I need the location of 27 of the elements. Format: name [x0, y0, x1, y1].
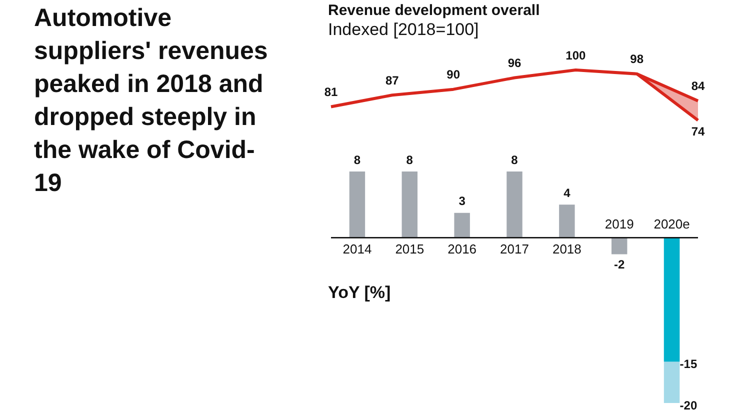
data-label: 96 — [508, 56, 522, 70]
data-label: 98 — [630, 52, 644, 66]
data-label: 90 — [446, 68, 460, 82]
x-tick-label: 2019 — [604, 216, 634, 232]
x-tick-label: 2015 — [395, 242, 424, 257]
data-label: 84 — [691, 79, 705, 94]
data-label: 8 — [354, 152, 361, 167]
data-label: -20 — [680, 398, 698, 412]
data-label: 4 — [564, 186, 571, 200]
x-tick-label: 2020e — [654, 216, 690, 232]
data-label: 8 — [406, 152, 414, 167]
data-label: -15 — [680, 356, 698, 371]
annotation: YoY [%] — [328, 283, 391, 303]
chart-subtitle: Revenue development overall — [328, 2, 540, 19]
data-label: 3 — [458, 194, 466, 208]
data-label: -2 — [614, 258, 626, 272]
x-tick-label: 2016 — [448, 242, 477, 257]
data-label: 87 — [385, 73, 400, 88]
text: Indexed [2018=100] — [328, 20, 479, 40]
x-tick-label: 2018 — [552, 242, 582, 257]
data-label: 8 — [511, 152, 518, 167]
data-label: 100 — [566, 48, 586, 62]
data-label: 74 — [691, 124, 705, 139]
data-label: 81 — [324, 85, 338, 100]
x-tick-label: 2017 — [500, 242, 529, 257]
text: Automotive suppliers' revenues peaked in 2018 and dropped steeply in the wake of Covid-19 — [34, 3, 269, 199]
x-tick-label: 2014 — [342, 242, 372, 257]
